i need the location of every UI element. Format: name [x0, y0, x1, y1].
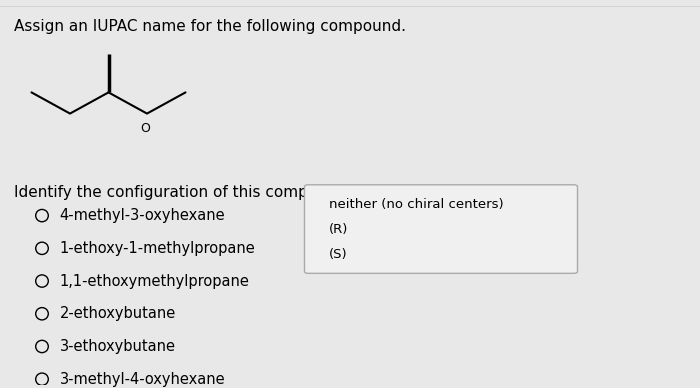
Text: ✓: ✓ [326, 183, 338, 198]
Text: 4-methyl-3-oxyhexane: 4-methyl-3-oxyhexane [60, 208, 225, 223]
Text: Assign an IUPAC name for the following compound.: Assign an IUPAC name for the following c… [14, 19, 406, 34]
Text: 2-ethoxybutane: 2-ethoxybutane [60, 306, 176, 321]
Text: 3-methyl-4-oxyhexane: 3-methyl-4-oxyhexane [60, 372, 225, 387]
Text: (R): (R) [329, 223, 349, 236]
Text: 3-ethoxybutane: 3-ethoxybutane [60, 339, 176, 354]
Text: Identify the configuration of this compound:: Identify the configuration of this compo… [14, 185, 351, 200]
FancyBboxPatch shape [304, 185, 578, 273]
Text: neither (no chiral centers): neither (no chiral centers) [329, 198, 503, 211]
Text: O: O [140, 122, 150, 135]
Text: 1-ethoxy-1-methylpropane: 1-ethoxy-1-methylpropane [60, 241, 255, 256]
Text: 1,1-ethoxymethylpropane: 1,1-ethoxymethylpropane [60, 274, 249, 289]
Text: (S): (S) [329, 248, 348, 261]
